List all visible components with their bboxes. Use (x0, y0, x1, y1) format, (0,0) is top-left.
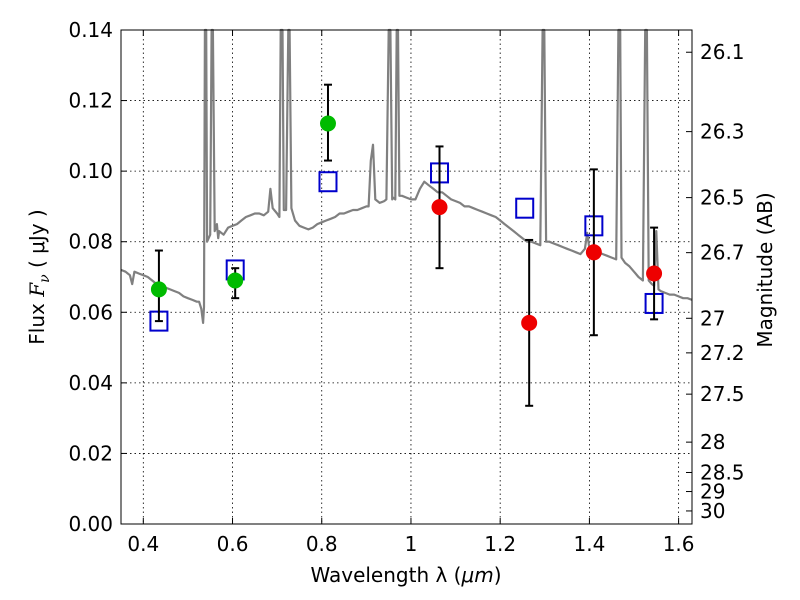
observed-point (150, 281, 167, 298)
observed-point (521, 314, 538, 331)
observed-point (585, 244, 602, 261)
grid (121, 30, 692, 524)
y-tick-label: 0.08 (68, 230, 113, 254)
observed-point (431, 199, 448, 216)
y2-tick-label: 26.3 (700, 120, 745, 144)
y-tick-label: 0.00 (68, 512, 113, 536)
y2-tick-label: 29 (700, 480, 725, 504)
y-tick-label: 0.04 (68, 371, 113, 395)
y-axis-label: Flux Fν ( μJy ) (25, 209, 53, 344)
y2-tick-label: 28.5 (700, 460, 745, 484)
observed-point (319, 115, 336, 132)
y-tick-label: 0.06 (68, 300, 113, 324)
y-axis: 0.00 0.02 0.04 0.06 0.08 0.10 0.12 0.14 (68, 18, 127, 536)
observed-point (646, 265, 663, 282)
y2-tick-label: 28 (700, 430, 725, 454)
y-tick-label: 0.10 (68, 159, 113, 183)
observed-point (227, 272, 244, 289)
y2-tick-label: 27 (700, 306, 725, 330)
x-tick-label: 0.8 (306, 532, 338, 556)
series-layer (120, 28, 693, 407)
model-photometry-point (318, 171, 338, 193)
y-tick-label: 0.12 (68, 89, 113, 113)
y2-tick-label: 26.7 (700, 241, 745, 265)
x-tick-label: 1.6 (663, 532, 695, 556)
x-tick-label: 1.4 (573, 532, 605, 556)
y2-tick-label: 30 (700, 499, 725, 523)
model-photometry-point (515, 197, 535, 219)
x-tick-label: 0.6 (217, 532, 249, 556)
x-tick-label: 0.4 (127, 532, 159, 556)
y-tick-label: 0.02 (68, 441, 113, 465)
spectrum-line (120, 28, 693, 324)
x-axis: 0.4 0.6 0.8 1 1.2 1.4 1.6 (127, 30, 695, 556)
y2-tick-label: 27.2 (700, 341, 745, 365)
y2-axis-label: Magnitude (AB) (753, 192, 777, 347)
y2-tick-label: 26.1 (700, 40, 745, 64)
y-tick-label: 0.14 (68, 18, 113, 42)
plot-frame (120, 29, 693, 525)
y2-tick-label: 26.5 (700, 186, 745, 210)
y2-tick-label: 27.5 (700, 382, 745, 406)
x-tick-label: 1 (405, 532, 418, 556)
x-axis-label: Wavelength λ (μm) (310, 563, 501, 587)
x-tick-label: 1.2 (484, 532, 516, 556)
